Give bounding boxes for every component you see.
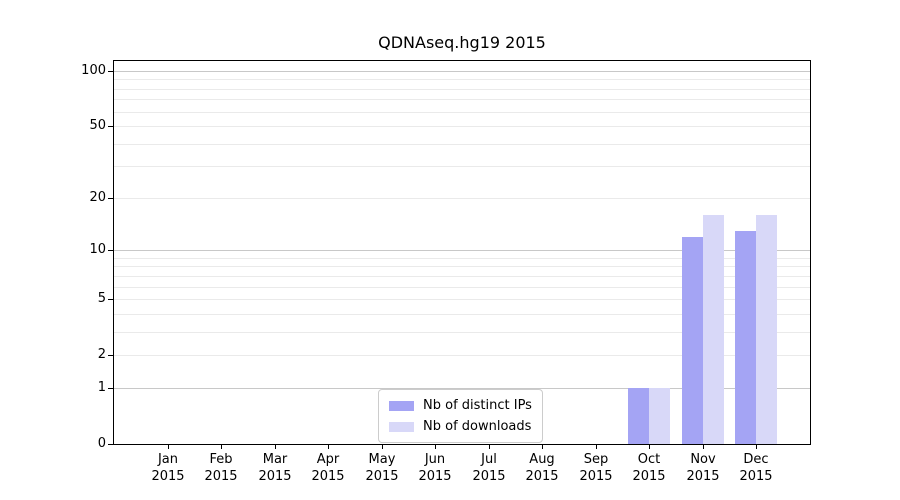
x-tick-month: Oct: [637, 452, 661, 467]
x-axis-tick: [542, 445, 543, 449]
chart-title: QDNAseq.hg19 2015: [378, 33, 546, 52]
minor-gridline: [114, 79, 810, 80]
x-tick-year: 2015: [525, 469, 559, 484]
x-axis-tick: [596, 445, 597, 449]
minor-gridline: [114, 299, 810, 300]
plot-area: [113, 60, 811, 445]
legend: Nb of distinct IPs Nb of downloads: [378, 389, 543, 443]
x-tick-year: 2015: [472, 469, 506, 484]
minor-gridline: [114, 166, 810, 167]
minor-gridline: [114, 126, 810, 127]
x-tick-year: 2015: [579, 469, 613, 484]
legend-label-distinct-ips: Nb of distinct IPs: [423, 398, 532, 413]
y-axis-tick-label: 20: [89, 190, 106, 205]
x-tick-year: 2015: [204, 469, 238, 484]
y-axis-tick-label: 100: [81, 63, 106, 78]
minor-gridline: [114, 144, 810, 145]
legend-label-downloads: Nb of downloads: [423, 419, 532, 434]
x-axis-tick: [275, 445, 276, 449]
legend-swatch-distinct-ips-icon: [389, 400, 414, 411]
legend-swatch-downloads-icon: [389, 421, 414, 432]
y-axis-tick: [108, 355, 113, 356]
x-axis-tick-label: Aug 2015: [510, 451, 574, 485]
x-axis-tick-label: May 2015: [350, 451, 414, 485]
x-tick-year: 2015: [258, 469, 292, 484]
x-axis-tick-label: Apr 2015: [296, 451, 360, 485]
minor-gridline: [114, 355, 810, 356]
minor-gridline: [114, 198, 810, 199]
y-axis-tick-label: 5: [97, 291, 106, 306]
x-axis-tick-label: Jul 2015: [457, 451, 521, 485]
x-tick-year: 2015: [365, 469, 399, 484]
y-axis-tick-label: 0: [97, 436, 106, 451]
x-tick-month: Dec: [743, 452, 769, 467]
x-tick-year: 2015: [151, 469, 185, 484]
minor-gridline: [114, 112, 810, 113]
y-axis-tick-label: 1: [97, 380, 106, 395]
major-gridline: [114, 71, 810, 72]
x-tick-month: Sep: [583, 452, 609, 467]
x-axis-tick-label: Oct 2015: [617, 451, 681, 485]
bar-distinct-ips: [682, 237, 703, 444]
y-axis-tick-label: 2: [97, 347, 106, 362]
x-axis-tick: [435, 445, 436, 449]
x-axis-tick: [168, 445, 169, 449]
y-axis-tick: [108, 71, 113, 72]
x-axis-tick-label: Sep 2015: [564, 451, 628, 485]
minor-gridline: [114, 258, 810, 259]
x-tick-month: Apr: [316, 452, 340, 467]
x-axis-tick: [756, 445, 757, 449]
y-axis-tick: [108, 198, 113, 199]
bar-downloads: [756, 215, 777, 444]
legend-item-downloads: Nb of downloads: [389, 417, 532, 436]
minor-gridline: [114, 99, 810, 100]
bar-downloads: [703, 215, 724, 444]
x-tick-month: Jul: [481, 452, 497, 467]
minor-gridline: [114, 266, 810, 267]
x-axis-tick-label: Jun 2015: [403, 451, 467, 485]
x-axis-tick: [382, 445, 383, 449]
minor-gridline: [114, 287, 810, 288]
y-axis-tick: [108, 444, 113, 445]
x-tick-year: 2015: [739, 469, 773, 484]
y-axis-tick-label: 50: [89, 118, 106, 133]
x-tick-month: May: [368, 452, 396, 467]
major-gridline: [114, 250, 810, 251]
x-axis-tick-label: Dec 2015: [724, 451, 788, 485]
y-axis-tick-label: 10: [89, 242, 106, 257]
x-axis-tick: [221, 445, 222, 449]
y-axis-tick: [108, 299, 113, 300]
legend-item-distinct-ips: Nb of distinct IPs: [389, 396, 532, 415]
x-tick-month: Nov: [690, 452, 716, 467]
x-axis-tick: [328, 445, 329, 449]
x-axis-tick-label: Mar 2015: [243, 451, 307, 485]
x-tick-year: 2015: [311, 469, 345, 484]
x-axis-tick: [703, 445, 704, 449]
minor-gridline: [114, 314, 810, 315]
y-axis-tick: [108, 388, 113, 389]
bar-downloads: [649, 388, 670, 444]
bar-distinct-ips: [735, 231, 756, 444]
x-tick-year: 2015: [418, 469, 452, 484]
bar-distinct-ips: [628, 388, 649, 444]
y-axis-tick: [108, 250, 113, 251]
x-axis-tick: [649, 445, 650, 449]
x-tick-month: Jan: [157, 452, 179, 467]
minor-gridline: [114, 276, 810, 277]
x-tick-month: Mar: [262, 452, 288, 467]
x-axis-tick: [489, 445, 490, 449]
x-tick-year: 2015: [632, 469, 666, 484]
x-tick-year: 2015: [686, 469, 720, 484]
y-axis-tick: [108, 126, 113, 127]
x-axis-tick-label: Feb 2015: [189, 451, 253, 485]
minor-gridline: [114, 332, 810, 333]
x-axis-tick-label: Nov 2015: [671, 451, 735, 485]
x-axis-tick-label: Jan 2015: [136, 451, 200, 485]
x-tick-month: Feb: [209, 452, 233, 467]
major-gridline: [114, 388, 810, 389]
minor-gridline: [114, 89, 810, 90]
x-tick-month: Aug: [529, 452, 555, 467]
x-tick-month: Jun: [424, 452, 446, 467]
